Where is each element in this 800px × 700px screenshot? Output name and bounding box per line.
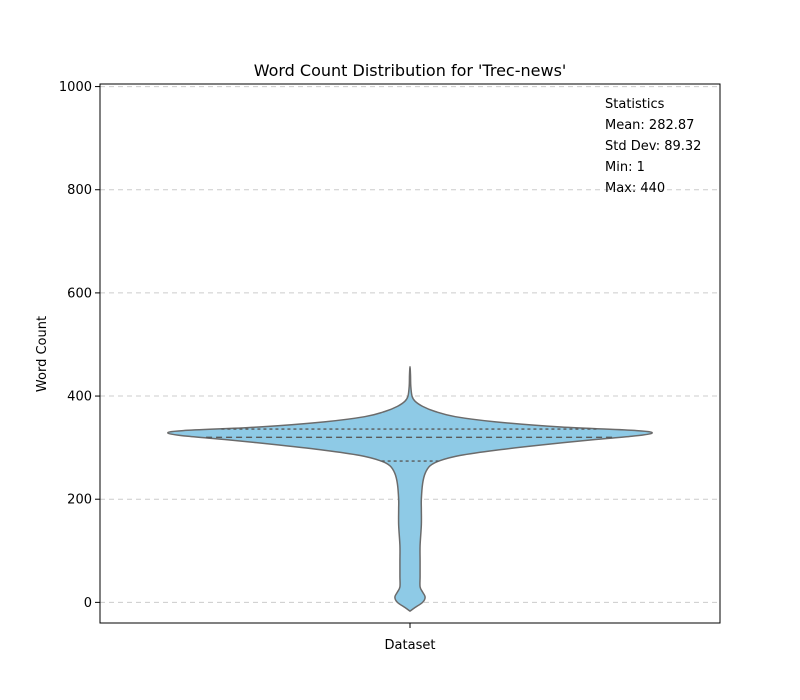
x-axis-ticks: Dataset bbox=[385, 623, 436, 653]
stats-min: Min: 1 bbox=[605, 160, 645, 175]
x-tick-label: Dataset bbox=[385, 638, 436, 653]
stats-std-dev: Std Dev: 89.32 bbox=[605, 139, 701, 154]
statistics-box: Statistics Mean: 282.87 Std Dev: 89.32 M… bbox=[605, 97, 701, 196]
stats-heading: Statistics bbox=[605, 97, 665, 112]
y-tick-label: 600 bbox=[67, 286, 92, 301]
violin-layer bbox=[167, 365, 653, 612]
stats-max: Max: 440 bbox=[605, 181, 665, 196]
stats-mean: Mean: 282.87 bbox=[605, 118, 694, 133]
y-tick-label: 200 bbox=[67, 493, 92, 508]
y-axis-ticks: 0 200 400 600 800 1000 bbox=[59, 80, 100, 611]
y-tick-label: 1000 bbox=[59, 80, 92, 95]
y-tick-label: 0 bbox=[84, 596, 92, 611]
y-tick-label: 800 bbox=[67, 183, 92, 198]
chart-title: Word Count Distribution for 'Trec-news' bbox=[254, 61, 567, 80]
violin-body bbox=[167, 365, 653, 612]
y-tick-label: 400 bbox=[67, 390, 92, 405]
y-axis-label: Word Count bbox=[35, 316, 50, 392]
